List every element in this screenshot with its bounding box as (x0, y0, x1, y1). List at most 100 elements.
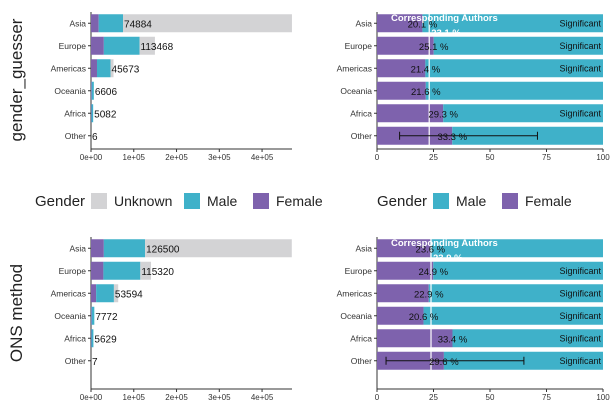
bar-male (443, 104, 603, 123)
category-label: Other (351, 356, 372, 366)
x-tick-label: 100 (596, 393, 610, 402)
bar-unknown (139, 36, 155, 55)
significance-label: Significant (559, 288, 601, 298)
percent-label: 21.4 % (411, 64, 441, 75)
bar-female (377, 329, 453, 348)
significance-label: Significant (559, 18, 601, 28)
x-tick-label: 2e+05 (165, 393, 188, 402)
percent-label: 33.3 % (437, 132, 467, 143)
x-tick-label: 50 (486, 153, 495, 162)
x-tick-label: 75 (542, 393, 551, 402)
legend: Gender Male Female (377, 193, 572, 210)
significance-label: Significant (559, 41, 601, 51)
bar-male (422, 14, 603, 33)
value-label: 6606 (95, 87, 118, 98)
bar-female (377, 14, 423, 33)
percent-label: 25.1 % (419, 42, 449, 53)
bar-female (377, 284, 429, 303)
value-label: 113468 (141, 42, 174, 53)
x-tick-label: 100 (596, 153, 610, 162)
x-tick-label: 1e+05 (123, 153, 146, 162)
value-label: 45673 (112, 64, 140, 75)
bar-female (377, 81, 426, 100)
percent-label: 21.6 % (411, 87, 441, 98)
percent-chart-1: 0 25 50 75 100 Asia Significant Europe Significa… (337, 12, 610, 162)
value-label: 7772 (95, 312, 118, 323)
category-label: Europe (59, 41, 87, 51)
legend-swatch-male (184, 193, 200, 209)
legend-swatch-female (502, 193, 518, 209)
percent-label: 23.6 % (416, 244, 446, 255)
bar-female (91, 261, 104, 280)
category-label: Africa (350, 333, 372, 343)
x-tick-label: 4e+05 (251, 153, 274, 162)
significance-label: Significant (559, 333, 601, 343)
significance-label: Significant (559, 356, 601, 366)
percent-label: 29.6 % (429, 357, 459, 368)
bar-male (96, 284, 114, 303)
category-label: Other (65, 131, 86, 141)
x-tick-label: 3e+05 (208, 393, 231, 402)
bar-female (91, 284, 97, 303)
category-label: Europe (59, 266, 87, 276)
significance-label: Significant (559, 311, 601, 321)
percent-chart-2: 0 25 50 75 100 Asia Europe Significant Americas S… (337, 237, 610, 402)
x-tick-label: 0 (375, 393, 380, 402)
category-label: Europe (345, 266, 373, 276)
x-tick-label: 1e+05 (123, 393, 146, 402)
corresponding-authors-value: 23.1 % (431, 28, 461, 39)
bar-male (433, 36, 603, 55)
x-tick-label: 0 (375, 153, 380, 162)
category-label: Oceania (340, 86, 372, 96)
legend-item-label: Unknown (114, 193, 172, 209)
category-label: Africa (64, 333, 86, 343)
corresponding-authors-title: Corresponding Authors (391, 13, 498, 24)
category-label: Asia (69, 243, 86, 253)
bar-male (103, 36, 140, 55)
bar-male (430, 239, 603, 258)
category-label: Asia (69, 18, 86, 28)
bar-male (91, 306, 95, 325)
x-tick-label: 3e+05 (208, 153, 231, 162)
percent-label: 20.1 % (408, 19, 438, 30)
bar-male (103, 239, 146, 258)
significance-label: Significant (559, 108, 601, 118)
bar-male (425, 81, 603, 100)
category-label: Africa (350, 108, 372, 118)
bar-female (91, 306, 92, 325)
corresponding-authors-value: 23.9 % (433, 253, 463, 264)
bar-female (91, 329, 92, 348)
bar-female (91, 36, 104, 55)
category-label: Americas (337, 288, 372, 298)
bar-male (91, 81, 94, 100)
row-label: ONS method (7, 264, 26, 362)
category-label: Oceania (54, 86, 86, 96)
bar-unknown (140, 261, 152, 280)
category-label: Americas (51, 63, 86, 73)
bar-female (91, 14, 99, 33)
x-tick-label: 4e+05 (251, 393, 274, 402)
category-label: Other (351, 131, 372, 141)
percent-label: 22.9 % (414, 289, 444, 300)
bar-female (91, 59, 97, 78)
bar-male (91, 104, 94, 123)
bar-female (91, 104, 92, 123)
bar-female (377, 261, 434, 280)
value-label: 115320 (141, 267, 174, 278)
value-label: 126500 (146, 244, 180, 255)
legend-title: Gender (35, 193, 85, 210)
significance-label: Significant (559, 266, 601, 276)
legend-item-label: Male (456, 193, 487, 209)
legend-swatch-male (433, 193, 449, 209)
bar-female (377, 306, 424, 325)
value-label: 5629 (94, 334, 117, 345)
value-label: 7 (92, 357, 98, 368)
x-tick-label: 0e+00 (80, 153, 103, 162)
bar-male (452, 329, 603, 348)
legend-swatch-female (253, 193, 269, 209)
bar-unknown (113, 284, 119, 303)
category-label: Americas (337, 63, 372, 73)
percent-label: 24.9 % (418, 267, 448, 278)
x-tick-label: 0e+00 (80, 393, 103, 402)
